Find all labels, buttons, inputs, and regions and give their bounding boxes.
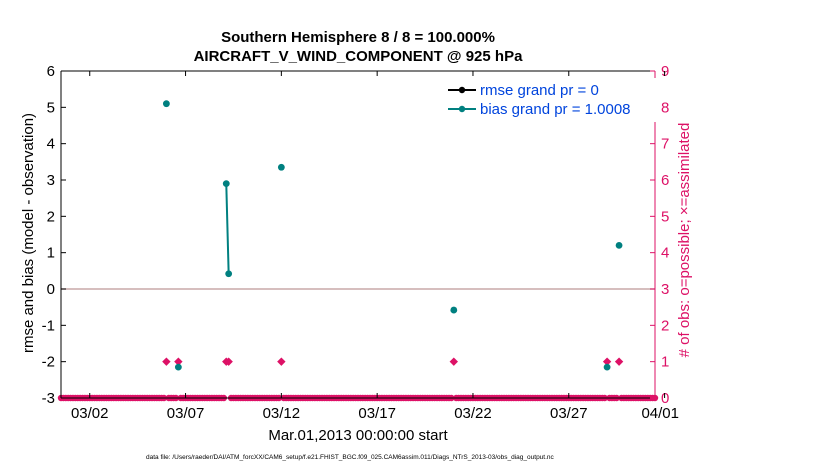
y-right-tick-label: 7 bbox=[661, 136, 669, 153]
obs-count-nonzero-point bbox=[162, 357, 171, 366]
x-tick-label: 03/27 bbox=[550, 405, 588, 422]
bias-point bbox=[174, 363, 182, 371]
y-right-tick-label: 2 bbox=[661, 317, 669, 334]
x-tick-label: 03/02 bbox=[71, 405, 109, 422]
y-left-tick-label: -1 bbox=[42, 317, 55, 334]
axes: -3 -2 -1 0 1 2 3 4 5 6 0 1 2 3 4 5 6 7 8 9 03/02 03/07 03/12 03… bbox=[42, 63, 679, 422]
bias-point bbox=[277, 163, 285, 171]
y-right-tick-label: 4 bbox=[661, 245, 669, 262]
x-tick-label: 04/01 bbox=[641, 405, 679, 422]
y-left-tick-label: 5 bbox=[47, 99, 55, 116]
x-axis-label: Mar.01,2013 00:00:00 start bbox=[268, 427, 448, 444]
obs-count-nonzero-point bbox=[602, 357, 612, 366]
y-left-tick-label: 0 bbox=[47, 281, 55, 298]
obs-count-nonzero-point bbox=[277, 357, 286, 366]
bias-point bbox=[162, 100, 170, 108]
legend: rmse grand pr = 0 bias grand pr = 1.0008 bbox=[444, 78, 656, 122]
y-right-tick-label: 6 bbox=[661, 172, 669, 189]
y-right-tick-label: 0 bbox=[661, 390, 669, 407]
y-left-tick-label: 6 bbox=[47, 63, 55, 80]
y-left-tick-label: 3 bbox=[47, 172, 55, 189]
bias-point bbox=[615, 242, 623, 249]
y-right-tick-label: 3 bbox=[661, 281, 669, 298]
bias-point bbox=[225, 270, 233, 278]
plot-area bbox=[57, 100, 659, 402]
x-tick-label: 03/07 bbox=[167, 405, 205, 422]
legend-rmse-label: rmse grand pr = 0 bbox=[480, 82, 599, 99]
legend-bias-marker bbox=[458, 105, 466, 113]
chart-title-line1: Southern Hemisphere 8 / 8 = 100.000% bbox=[221, 29, 495, 46]
y-axis-right-label: # of obs: o=possible; ×=assimilated bbox=[676, 123, 693, 358]
data-file-footnote: data file: /Users/raeder/DAI/ATM_forcXX/… bbox=[146, 454, 555, 461]
y-right-tick-label: 8 bbox=[661, 99, 669, 116]
obs-count-nonzero-point bbox=[224, 357, 233, 366]
x-tick-label: 03/22 bbox=[454, 405, 492, 422]
y-axis-left-label: rmse and bias (model - observation) bbox=[20, 113, 37, 353]
legend-box bbox=[444, 78, 656, 122]
legend-rmse-marker bbox=[458, 86, 466, 94]
y-right-tick-label: 9 bbox=[661, 63, 669, 80]
x-tick-label: 03/12 bbox=[263, 405, 301, 422]
obs-count-nonzero-point bbox=[174, 357, 183, 366]
y-right-tick-label: 5 bbox=[661, 208, 669, 225]
bias-point bbox=[603, 363, 611, 371]
y-left-tick-label: -3 bbox=[42, 390, 55, 407]
y-left-tick-label: 2 bbox=[47, 208, 55, 225]
obs-count-nonzero-point bbox=[449, 357, 459, 366]
legend-bias-label: bias grand pr = 1.0008 bbox=[480, 101, 631, 118]
y-left-tick-label: 4 bbox=[47, 136, 55, 153]
y-right-tick-label: 1 bbox=[661, 354, 669, 371]
obs-count-nonzero-point bbox=[614, 357, 624, 366]
y-left-tick-label: 1 bbox=[47, 245, 55, 262]
bias-point bbox=[450, 306, 458, 314]
y-left-tick-label: -2 bbox=[42, 354, 55, 371]
chart-title-line2: AIRCRAFT_V_WIND_COMPONENT @ 925 hPa bbox=[194, 48, 524, 65]
bias-line bbox=[225, 183, 230, 274]
bias-point bbox=[222, 180, 230, 188]
x-tick-label: 03/17 bbox=[358, 405, 396, 422]
